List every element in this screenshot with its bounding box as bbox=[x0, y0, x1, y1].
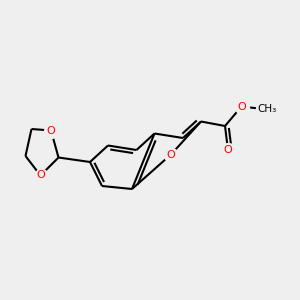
Text: CH₃: CH₃ bbox=[257, 104, 277, 115]
Text: O: O bbox=[167, 149, 176, 160]
Text: O: O bbox=[46, 125, 56, 136]
Text: O: O bbox=[36, 170, 45, 181]
Text: O: O bbox=[224, 145, 232, 155]
Text: O: O bbox=[237, 101, 246, 112]
